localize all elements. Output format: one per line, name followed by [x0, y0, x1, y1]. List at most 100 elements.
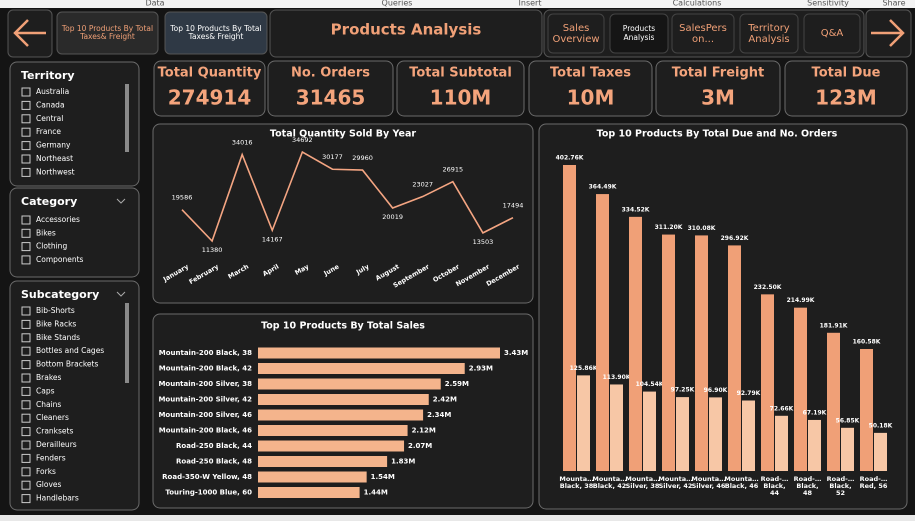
checkbox[interactable] — [21, 167, 31, 177]
page-button[interactable] — [547, 13, 605, 54]
slicer-item[interactable]: Gloves — [36, 480, 62, 489]
nav-button-label[interactable]: Top 10 Products By Total Taxes& Freight — [170, 23, 262, 41]
checkbox[interactable] — [21, 360, 31, 370]
checkbox[interactable] — [21, 114, 31, 124]
bar — [258, 471, 367, 483]
y-tick-label: Mountain-200 Black, 38 — [159, 349, 252, 357]
slicer-item[interactable]: Canada — [36, 100, 65, 109]
checkbox[interactable] — [21, 494, 31, 504]
kpi-value: 110M — [430, 86, 492, 110]
checkbox[interactable] — [21, 413, 31, 423]
x-tick-label: Road-… Black, 52 — [826, 475, 855, 498]
menu-item[interactable]: Calculations — [673, 0, 722, 8]
slicer-item[interactable]: Brakes — [36, 373, 62, 382]
slicer-item[interactable]: Components — [36, 255, 84, 264]
nav-button-label[interactable]: Top 10 Products By Total Taxes& Freight — [61, 23, 154, 41]
checkbox[interactable] — [21, 228, 31, 238]
checkbox[interactable] — [21, 333, 31, 343]
checkbox[interactable] — [21, 319, 31, 329]
menu-item[interactable]: Data — [145, 0, 164, 8]
page-button-label[interactable]: Q&A — [820, 28, 844, 39]
slicer — [9, 61, 140, 187]
bar — [258, 425, 408, 436]
slicer-item[interactable]: Cleaners — [36, 413, 69, 422]
checkbox[interactable] — [21, 215, 31, 225]
chevron[interactable] — [116, 198, 126, 204]
checkbox[interactable] — [21, 100, 31, 110]
page-button[interactable] — [739, 13, 799, 54]
checkbox[interactable] — [21, 141, 31, 151]
checkbox[interactable] — [21, 453, 31, 463]
data-label: 72.66K — [770, 405, 794, 412]
menu-item[interactable]: Sensitivity — [807, 0, 849, 8]
checkbox[interactable] — [21, 386, 31, 396]
column — [695, 235, 708, 471]
slicer-item[interactable]: Handlebars — [36, 494, 79, 503]
page-button-label[interactable]: Territory Analysis — [748, 22, 790, 45]
checkbox[interactable] — [21, 480, 31, 490]
slicer-item[interactable]: Bike Racks — [36, 319, 76, 328]
bar — [258, 409, 424, 421]
data-label: 2.59M — [445, 380, 469, 388]
nav-button[interactable] — [56, 11, 159, 55]
scrollbar[interactable] — [125, 303, 129, 383]
slicer-item[interactable]: Bike Stands — [36, 333, 80, 342]
menu-item[interactable]: Insert — [519, 0, 542, 8]
menu-item[interactable]: Share — [882, 0, 905, 8]
page-button[interactable] — [803, 13, 861, 54]
slicer-item[interactable]: Northeast — [36, 154, 73, 163]
page-button-label[interactable]: SalesPers on... — [679, 22, 727, 45]
slicer-item[interactable]: Germany — [36, 141, 71, 150]
data-label: 11380 — [202, 246, 223, 254]
slicer-item[interactable]: Cranksets — [36, 427, 73, 436]
page-button[interactable] — [671, 13, 735, 54]
slicer-item[interactable]: France — [36, 127, 61, 136]
data-label: 1.83M — [391, 458, 415, 466]
column — [643, 391, 656, 471]
slicer-item[interactable]: Derailleurs — [36, 440, 77, 449]
chevron[interactable] — [116, 291, 126, 297]
chart-title: Total Quantity Sold By Year — [270, 129, 416, 140]
checkbox[interactable] — [21, 127, 31, 137]
checkbox[interactable] — [21, 346, 31, 356]
slicer — [9, 280, 140, 511]
forward-arrow — [871, 19, 905, 47]
slicer-item[interactable]: Fenders — [36, 453, 66, 462]
checkbox[interactable] — [21, 306, 31, 316]
page-button[interactable] — [609, 13, 669, 54]
slicer-item[interactable]: Forks — [36, 467, 56, 476]
checkbox[interactable] — [21, 255, 31, 265]
data-label: 92.79K — [737, 390, 761, 397]
scrollbar[interactable] — [125, 84, 129, 152]
slicer-item[interactable]: Caps — [36, 386, 55, 395]
checkbox[interactable] — [21, 242, 31, 252]
checkbox[interactable] — [21, 427, 31, 437]
slicer-item[interactable]: Bikes — [36, 228, 56, 237]
data-label: 97.25K — [671, 387, 695, 394]
column — [860, 348, 873, 471]
kpi-card — [396, 60, 525, 117]
checkbox[interactable] — [21, 440, 31, 450]
slicer-item[interactable]: Northwest — [36, 167, 75, 176]
nav-button[interactable] — [164, 11, 268, 55]
checkbox[interactable] — [21, 373, 31, 383]
slicer-item[interactable]: Clothing — [36, 242, 67, 251]
slicer-item[interactable]: Australia — [36, 87, 69, 96]
page-button-label[interactable]: Sales Overview — [552, 22, 600, 45]
kpi-label: Total Freight — [672, 66, 765, 81]
checkbox[interactable] — [21, 87, 31, 97]
page-button-label[interactable]: Products Analysis — [622, 24, 656, 42]
slicer-item[interactable]: Bottles and Cages — [36, 346, 104, 355]
data-label: 3.43M — [504, 349, 528, 357]
slicer-item[interactable]: Bottom Brackets — [36, 360, 98, 369]
kpi-card — [784, 60, 908, 117]
slicer-item[interactable]: Chains — [36, 400, 61, 409]
slicer-item[interactable]: Accessories — [36, 215, 80, 224]
slicer-item[interactable]: Bib-Shorts — [36, 306, 75, 315]
checkbox[interactable] — [21, 154, 31, 164]
checkbox[interactable] — [21, 400, 31, 410]
menu-item[interactable]: Queries — [382, 0, 413, 8]
checkbox[interactable] — [21, 467, 31, 477]
slicer-item[interactable]: Central — [36, 114, 63, 123]
